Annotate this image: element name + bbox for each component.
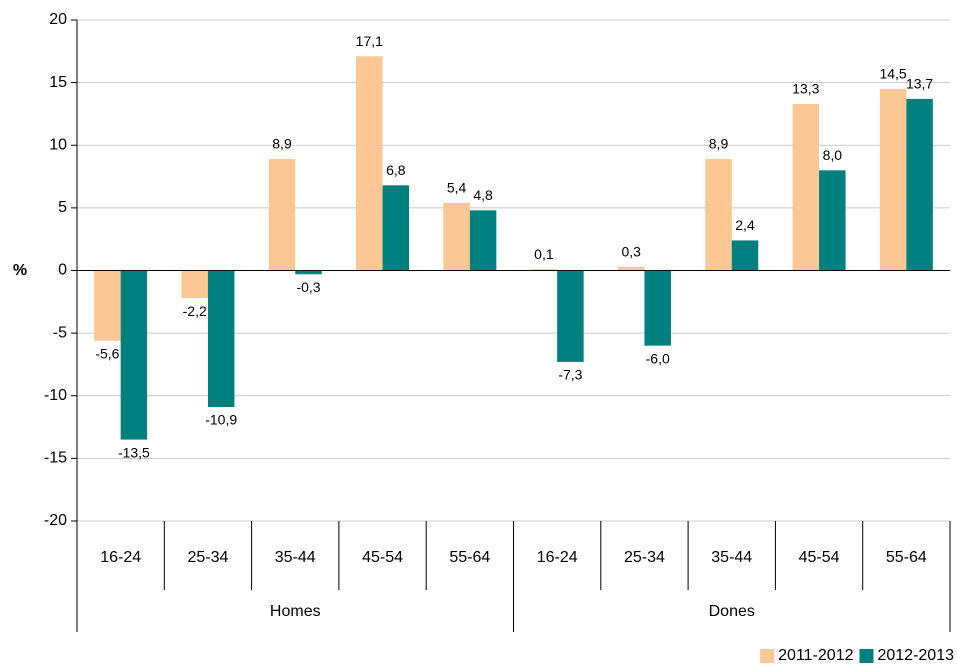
legend-swatch: [859, 649, 874, 663]
data-label: -5,6: [95, 345, 119, 361]
y-tick-label: 10: [49, 136, 67, 153]
data-label: 17,1: [356, 33, 383, 49]
data-label: 2,4: [735, 217, 755, 233]
data-label: 0,1: [534, 246, 554, 262]
legend-label: 2011-2012: [778, 647, 853, 664]
legend-label: 2012-2013: [877, 647, 954, 664]
x-tick-label: 55-64: [449, 549, 490, 566]
data-label: 0,3: [621, 243, 641, 259]
x-tick-label: 35-44: [275, 549, 316, 566]
x-tick-label: 55-64: [886, 549, 927, 566]
bar: [94, 270, 121, 341]
data-label: -2,2: [183, 303, 207, 319]
y-tick-label: -10: [44, 387, 67, 404]
bar: [356, 56, 383, 271]
data-label: -6,0: [646, 350, 670, 366]
group-label: Homes: [270, 603, 321, 620]
bar: [295, 270, 322, 275]
data-label: -10,9: [205, 412, 237, 428]
bar: [557, 270, 584, 362]
bar: [906, 98, 933, 271]
y-tick-label: -20: [44, 512, 67, 529]
bar: [617, 266, 645, 271]
data-label: 8,9: [709, 136, 729, 152]
y-tick-label: 5: [58, 199, 67, 216]
group-label: Dones: [709, 603, 755, 620]
data-label: 6,8: [386, 162, 406, 178]
x-tick-label: 35-44: [711, 549, 752, 566]
data-label: -0,3: [296, 279, 320, 295]
x-tick-label: 45-54: [799, 549, 840, 566]
y-tick-label: 20: [49, 11, 67, 28]
x-tick-label: 16-24: [537, 549, 578, 566]
bar: [469, 210, 497, 271]
bar: [644, 270, 671, 346]
data-label: -7,3: [558, 367, 582, 383]
y-tick-label: -15: [44, 450, 67, 467]
bar: [120, 270, 148, 440]
y-tick-label: 0: [58, 262, 67, 279]
bar: [705, 159, 732, 271]
data-label: 13,7: [906, 76, 933, 92]
data-label: 5,4: [447, 180, 467, 196]
x-tick-label: 25-34: [624, 549, 665, 566]
bar: [181, 270, 208, 299]
data-label: 4,8: [473, 187, 493, 203]
x-tick-label: 16-24: [100, 549, 141, 566]
bar: [792, 103, 820, 271]
x-tick-label: 25-34: [187, 549, 228, 566]
data-label: 8,9: [272, 136, 292, 152]
bar: [443, 202, 470, 271]
x-tick-label: 45-54: [362, 549, 403, 566]
bar: [207, 270, 235, 408]
data-label: 13,3: [792, 81, 819, 97]
y-axis-label: %: [13, 262, 27, 279]
bar: [731, 240, 759, 271]
y-tick-label: 15: [49, 74, 67, 91]
bar: [819, 170, 846, 271]
bar: [382, 185, 410, 271]
data-label: -13,5: [118, 444, 150, 460]
legend-swatch: [760, 649, 775, 663]
data-label: 8,0: [823, 147, 843, 163]
bar: [530, 269, 558, 271]
bar: [268, 159, 296, 271]
bar: [879, 88, 907, 271]
data-label: 14,5: [879, 66, 906, 82]
y-tick-label: -5: [53, 324, 67, 341]
